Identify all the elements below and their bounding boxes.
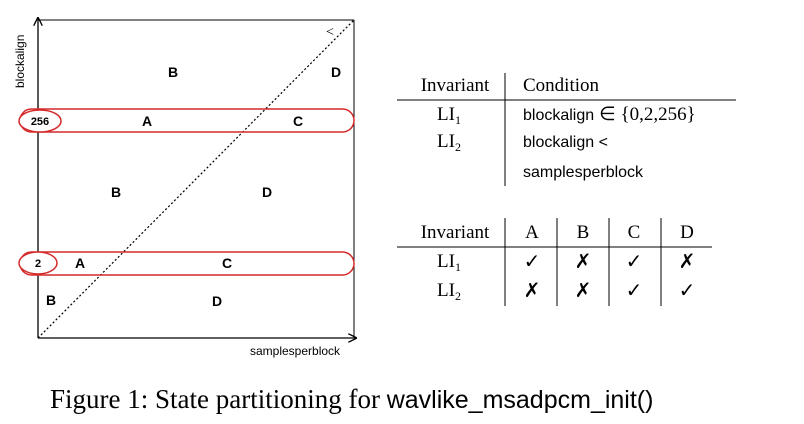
table1-row2-invariant: LI2 xyxy=(437,131,461,154)
band-256-value: 256 xyxy=(31,116,49,128)
table1-row1-condition: blockalign ∈ {0,2,256} xyxy=(523,104,696,125)
table2-row2-invariant: LI2 xyxy=(437,280,461,303)
y-axis-label: blockalign xyxy=(13,35,27,88)
region-a-256: A xyxy=(142,113,152,129)
table2-row1-invariant: LI1 xyxy=(437,251,461,274)
table2-row1-mark-c: ✓ xyxy=(626,251,643,273)
region-d-mid: D xyxy=(262,184,272,200)
table2-header-b: B xyxy=(577,222,590,243)
region-d-bottom: D xyxy=(212,293,222,309)
x-axis-label: samplesperblock xyxy=(250,344,341,358)
region-b-top: B xyxy=(168,64,178,80)
band-256 xyxy=(19,108,355,133)
table2-header-invariant: Invariant xyxy=(421,222,490,243)
diagonal-label: < xyxy=(326,25,334,40)
table2-header-a: A xyxy=(525,222,539,243)
table1-row2-condition-cont: samplesperblock xyxy=(523,164,644,181)
table2-row1-mark-b: ✗ xyxy=(575,251,592,273)
region-a-2: A xyxy=(75,255,85,271)
table1-row1-invariant: LI1 xyxy=(437,104,461,127)
table1-row2-condition: blockalign < xyxy=(523,134,608,151)
table2-row1-mark-d: ✗ xyxy=(679,251,696,273)
table2-row2-mark-b: ✗ xyxy=(575,280,592,302)
table2-header-d: D xyxy=(680,222,694,243)
caption-prefix: Figure 1: State partitioning for xyxy=(50,384,387,414)
table2-row1-mark-a: ✓ xyxy=(524,251,541,273)
invariant-condition-table: Invariant Condition LI1 blockalign ∈ {0,2… xyxy=(397,73,736,186)
table1-header-invariant: Invariant xyxy=(421,75,490,96)
table2-row2-mark-a: ✗ xyxy=(524,280,541,302)
diagonal-line xyxy=(37,19,355,339)
band-256-value-oval xyxy=(18,109,62,133)
region-b-bottom: B xyxy=(46,292,56,308)
figure-caption: Figure 1: State partitioning for wavlike… xyxy=(50,384,653,415)
region-d-top: D xyxy=(331,64,341,80)
band-2-value-oval xyxy=(18,251,58,275)
table2-header-c: C xyxy=(628,222,641,243)
band-2 xyxy=(19,251,355,276)
region-c-256: C xyxy=(293,113,303,129)
invariant-region-table: Invariant A B C D LI1 ✓ ✗ ✓ ✗ LI2 ✗ ✗ ✓ … xyxy=(397,218,712,306)
caption-function: wavlike_msadpcm_init() xyxy=(386,386,654,414)
band-2-value: 2 xyxy=(35,258,41,270)
table2-row2-mark-c: ✓ xyxy=(626,280,643,302)
table1-header-condition: Condition xyxy=(523,75,600,96)
table2-row2-mark-d: ✓ xyxy=(679,280,696,302)
region-b-mid: B xyxy=(111,184,121,200)
region-c-2: C xyxy=(222,255,232,271)
